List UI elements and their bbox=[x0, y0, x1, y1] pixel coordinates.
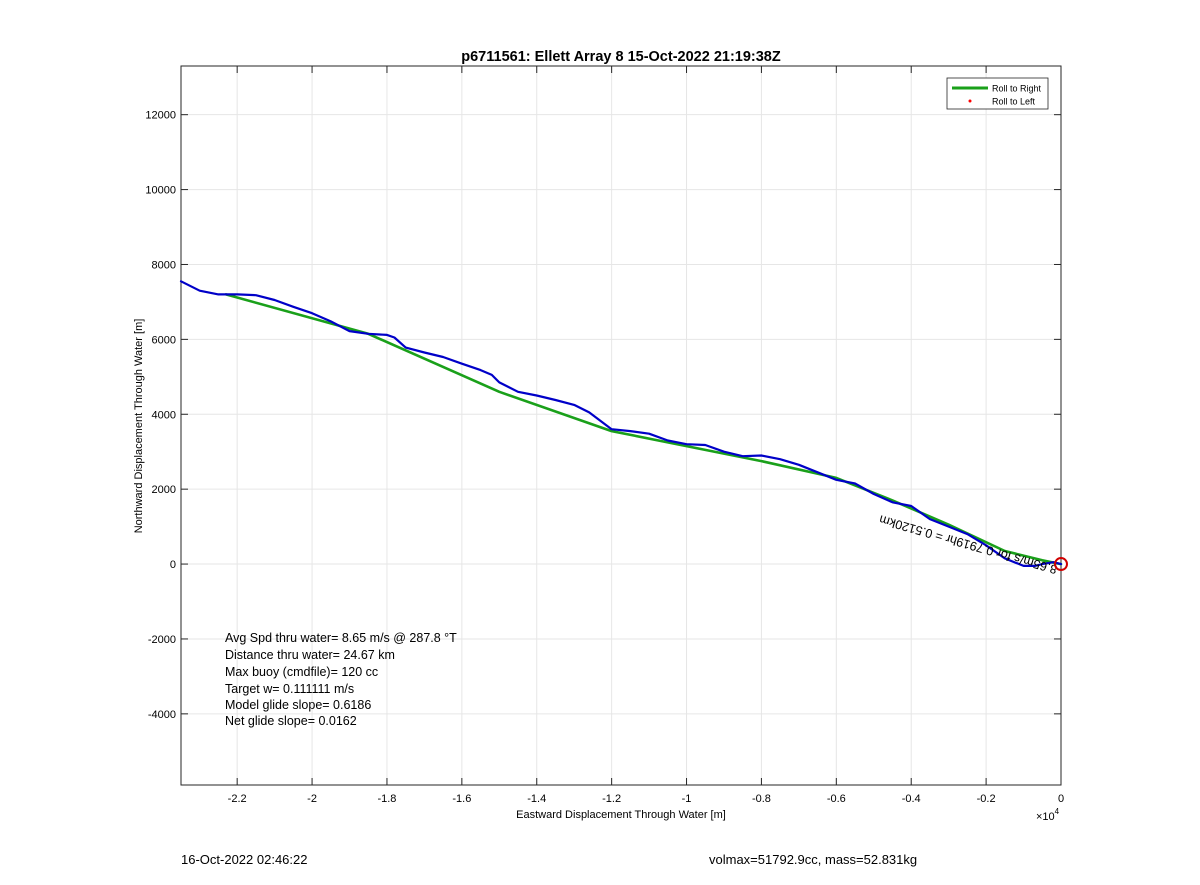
footer-info: volmax=51792.9cc, mass=52.831kg bbox=[709, 852, 918, 867]
x-tick-label: -1.4 bbox=[527, 793, 546, 805]
x-exponent-base: ×10 bbox=[1036, 811, 1055, 823]
series-layer bbox=[179, 280, 1063, 568]
legend-label-roll-right: Roll to Right bbox=[992, 84, 1042, 94]
annotation-model-glide: Model glide slope= 0.6186 bbox=[225, 698, 371, 712]
legend-box bbox=[946, 77, 1049, 110]
y-tick-label: 6000 bbox=[152, 334, 176, 346]
x-tick-label: 0 bbox=[1058, 793, 1064, 805]
stats-annotations: Avg Spd thru water= 8.65 m/s @ 287.8 °T … bbox=[225, 631, 457, 728]
footer-date: 16-Oct-2022 02:46:22 bbox=[181, 852, 308, 867]
legend-label-roll-left: Roll to Left bbox=[992, 97, 1036, 107]
legend-marker-roll-left bbox=[968, 99, 972, 103]
x-tick-label: -1.2 bbox=[602, 793, 621, 805]
y-tick-label: 10000 bbox=[145, 185, 176, 197]
chart-title: p6711561: Ellett Array 8 15-Oct-2022 21:… bbox=[461, 49, 781, 65]
series-line-roll-to-right bbox=[224, 293, 1063, 566]
grid-lines bbox=[181, 66, 1062, 785]
end-position-circle bbox=[1054, 557, 1068, 572]
y-tick-label: -4000 bbox=[148, 709, 176, 721]
y-axis-label: Northward Displacement Through Water [m] bbox=[133, 319, 145, 534]
x-tick-label: -0.4 bbox=[902, 793, 921, 805]
x-tick-label: -1 bbox=[682, 793, 692, 805]
annotation-net-glide: Net glide slope= 0.0162 bbox=[225, 714, 357, 728]
x-axis-ticks: -2.2 -2 -1.8 -1.6 -1.4 -1.2 -1 -0.8 -0.6 -0.4 -0.2… bbox=[228, 66, 1064, 805]
annotation-target-w: Target w= 0.111111 m/s bbox=[225, 682, 354, 696]
annotation-distance: Distance thru water= 24.67 km bbox=[225, 648, 395, 662]
x-exponent-label: ×104 bbox=[1036, 807, 1060, 823]
series-line-track bbox=[179, 280, 1063, 568]
x-tick-label: -2 bbox=[307, 793, 317, 805]
annotation-max-buoy: Max buoy (cmdfile)= 120 cc bbox=[225, 665, 378, 679]
x-exponent-power: 4 bbox=[1055, 807, 1060, 816]
x-tick-label: -0.8 bbox=[752, 793, 771, 805]
legend: Roll to Right Roll to Left bbox=[946, 77, 1049, 110]
plot-area bbox=[181, 66, 1061, 785]
x-axis-label: Eastward Displacement Through Water [m] bbox=[516, 809, 726, 821]
y-tick-label: 2000 bbox=[152, 484, 176, 496]
y-tick-label: 4000 bbox=[152, 409, 176, 421]
x-tick-label: -1.6 bbox=[452, 793, 471, 805]
x-tick-label: -2.2 bbox=[228, 793, 247, 805]
plot-box bbox=[180, 65, 1062, 786]
y-tick-label: -2000 bbox=[148, 634, 176, 646]
y-tick-label: 8000 bbox=[152, 259, 176, 271]
annotation-avg-speed: Avg Spd thru water= 8.65 m/s @ 287.8 °T bbox=[225, 631, 457, 645]
end-marker bbox=[1054, 557, 1068, 572]
y-tick-label: 12000 bbox=[145, 110, 176, 122]
x-tick-label: -1.8 bbox=[377, 793, 396, 805]
x-tick-label: -0.6 bbox=[827, 793, 846, 805]
y-tick-label: 0 bbox=[170, 559, 176, 571]
x-tick-label: -0.2 bbox=[977, 793, 996, 805]
